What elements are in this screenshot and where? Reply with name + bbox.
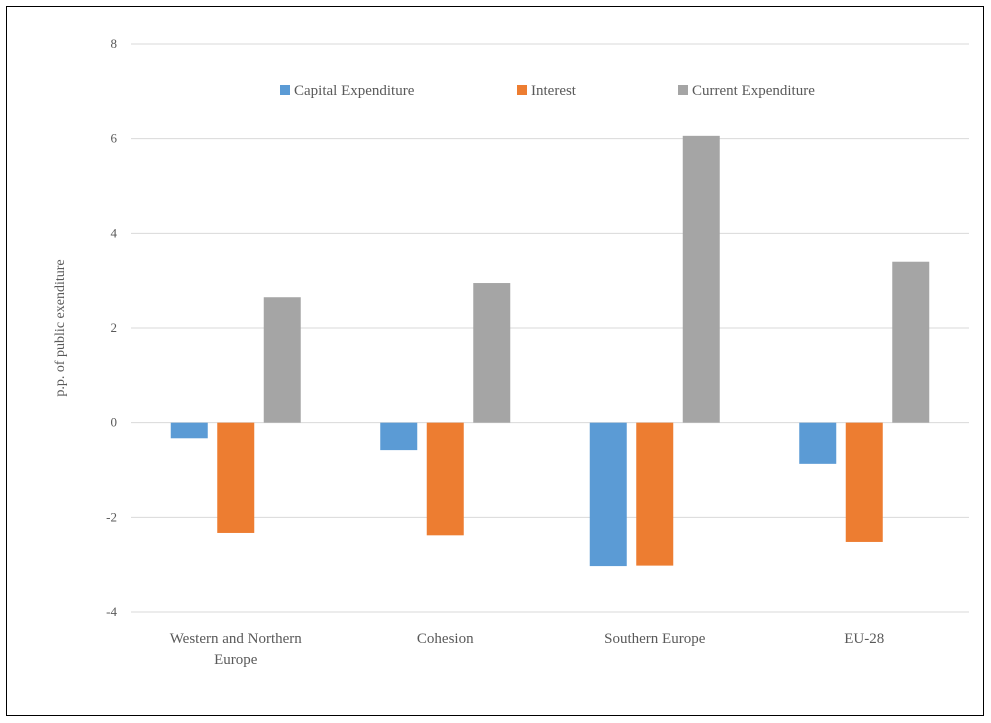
bar-chart: -4 -2 0 2 4 6 8 Western and Northern Europe Cohe… bbox=[53, 36, 969, 668]
legend-label-capital-expenditure: Capital Expenditure bbox=[294, 83, 415, 99]
x-category-label: Western and Northern bbox=[170, 631, 303, 647]
bar-interest bbox=[636, 422, 674, 566]
bar-capital-expenditure bbox=[589, 422, 627, 567]
y-tick-label: 2 bbox=[111, 320, 118, 335]
bar-current-expenditure bbox=[682, 135, 720, 423]
legend-swatch-interest bbox=[517, 85, 527, 95]
bar-interest bbox=[217, 422, 255, 533]
y-axis-ticks: -4 -2 0 2 4 6 8 bbox=[106, 36, 117, 619]
x-category-label: Southern Europe bbox=[604, 631, 706, 647]
bar-current-expenditure bbox=[263, 297, 301, 423]
bar-interest bbox=[426, 422, 464, 536]
bar-capital-expenditure bbox=[380, 422, 418, 451]
legend-swatch-current-expenditure bbox=[678, 85, 688, 95]
legend-label-current-expenditure: Current Expenditure bbox=[692, 83, 815, 99]
x-axis-categories: Western and Northern Europe Cohesion Southe… bbox=[170, 631, 885, 668]
legend-label-interest: Interest bbox=[531, 83, 577, 99]
legend-swatch-capital-expenditure bbox=[280, 85, 290, 95]
y-tick-label: 0 bbox=[111, 415, 118, 430]
y-tick-label: -4 bbox=[106, 604, 117, 619]
bar-capital-expenditure bbox=[170, 422, 208, 439]
bars bbox=[170, 135, 930, 567]
bar-current-expenditure bbox=[892, 261, 930, 423]
bar-interest bbox=[845, 422, 883, 542]
y-tick-label: -2 bbox=[106, 509, 117, 524]
bar-capital-expenditure bbox=[799, 422, 837, 464]
x-category-label: Europe bbox=[214, 652, 258, 668]
legend: Capital Expenditure Interest Current Expen… bbox=[280, 83, 815, 99]
x-category-label: Cohesion bbox=[417, 631, 474, 647]
chart-frame: -4 -2 0 2 4 6 8 Western and Northern Europe Cohe… bbox=[6, 6, 984, 716]
y-tick-label: 8 bbox=[111, 36, 118, 51]
gridlines bbox=[131, 43, 969, 613]
y-tick-label: 6 bbox=[111, 131, 118, 146]
y-tick-label: 4 bbox=[111, 225, 118, 240]
x-category-label: EU-28 bbox=[844, 631, 884, 647]
y-axis-title: p.p. of public exenditure bbox=[53, 259, 68, 396]
bar-current-expenditure bbox=[473, 283, 511, 423]
